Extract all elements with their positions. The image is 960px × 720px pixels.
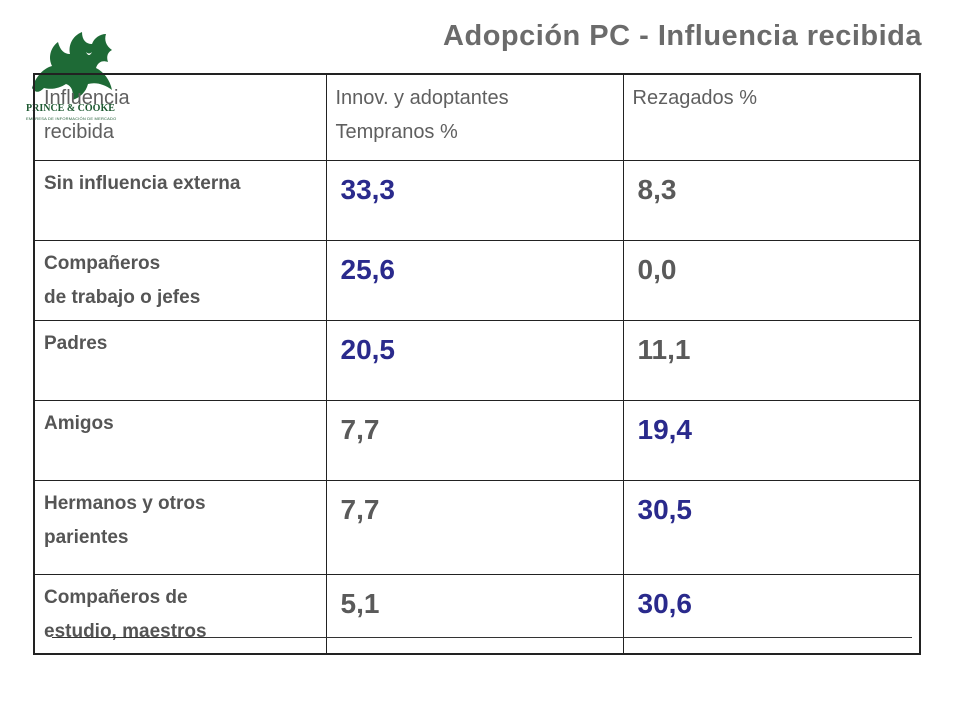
table-row: Hermanos y otros parientes 7,7 30,5	[33, 479, 921, 575]
rez-value: 0,0	[637, 253, 677, 285]
header-line: Influencia	[44, 87, 130, 109]
innov-value: 20,5	[340, 333, 396, 365]
header-cell-laggards: Rezagados %	[622, 73, 921, 161]
bottom-rule	[52, 637, 912, 638]
innov-value: 7,7	[340, 493, 380, 525]
innov-value-cell: 5,1	[325, 573, 624, 655]
slide-title: Adopción PC - Influencia recibida	[443, 20, 922, 52]
innov-value: 25,6	[340, 253, 396, 285]
row-label: Compañeros de	[44, 586, 188, 608]
row-label: Amigos	[44, 412, 114, 434]
row-label: de trabajo o jefes	[44, 286, 201, 308]
header-line: recibida	[44, 121, 115, 143]
row-label-cell: Padres	[33, 319, 327, 401]
innov-value-cell: 7,7	[325, 479, 624, 575]
innov-value: 33,3	[340, 173, 396, 205]
header-cell-influence: Influencia recibida	[33, 73, 327, 161]
row-label-cell: Compañeros de trabajo o jefes	[33, 239, 327, 321]
row-label: Sin influencia externa	[44, 172, 241, 194]
header-cell-innovators: Innov. y adoptantes Tempranos %	[325, 73, 624, 161]
row-label-cell: Amigos	[33, 399, 327, 481]
header-line: Tempranos %	[335, 121, 458, 143]
row-label-cell: Hermanos y otros parientes	[33, 479, 327, 575]
innov-value-cell: 33,3	[325, 159, 624, 241]
table-header-row: Influencia recibida Innov. y adoptantes …	[33, 73, 921, 161]
innov-value-cell: 7,7	[325, 399, 624, 481]
innov-value-cell: 25,6	[325, 239, 624, 321]
header-line: Innov. y adoptantes	[335, 87, 509, 109]
table-row: Compañeros de trabajo o jefes 25,6 0,0	[33, 239, 921, 321]
rez-value-cell: 0,0	[622, 239, 921, 321]
influence-table: Influencia recibida Innov. y adoptantes …	[33, 73, 921, 655]
innov-value: 5,1	[340, 587, 380, 619]
row-label: Hermanos y otros	[44, 492, 206, 514]
rez-value-cell: 19,4	[622, 399, 921, 481]
rez-value: 30,6	[637, 587, 693, 619]
row-label: Padres	[44, 332, 108, 354]
row-label-cell: Compañeros de estudio, maestros	[33, 573, 327, 655]
table-row: Compañeros de estudio, maestros 5,1 30,6	[33, 573, 921, 655]
rez-value: 11,1	[637, 333, 691, 365]
rez-value-cell: 11,1	[622, 319, 921, 401]
row-label: parientes	[44, 526, 129, 548]
header-line: Rezagados %	[632, 87, 758, 109]
table-row: Padres 20,5 11,1	[33, 319, 921, 401]
innov-value-cell: 20,5	[325, 319, 624, 401]
row-label-cell: Sin influencia externa	[33, 159, 327, 241]
rez-value-cell: 30,5	[622, 479, 921, 575]
innov-value: 7,7	[340, 413, 380, 445]
rez-value-cell: 8,3	[622, 159, 921, 241]
rez-value: 30,5	[637, 493, 693, 525]
table-row: Sin influencia externa 33,3 8,3	[33, 159, 921, 241]
row-label: estudio, maestros	[44, 620, 207, 642]
rez-value: 19,4	[637, 413, 693, 445]
rez-value: 8,3	[637, 173, 677, 205]
table-row: Amigos 7,7 19,4	[33, 399, 921, 481]
rez-value-cell: 30,6	[622, 573, 921, 655]
row-label: Compañeros	[44, 252, 161, 274]
